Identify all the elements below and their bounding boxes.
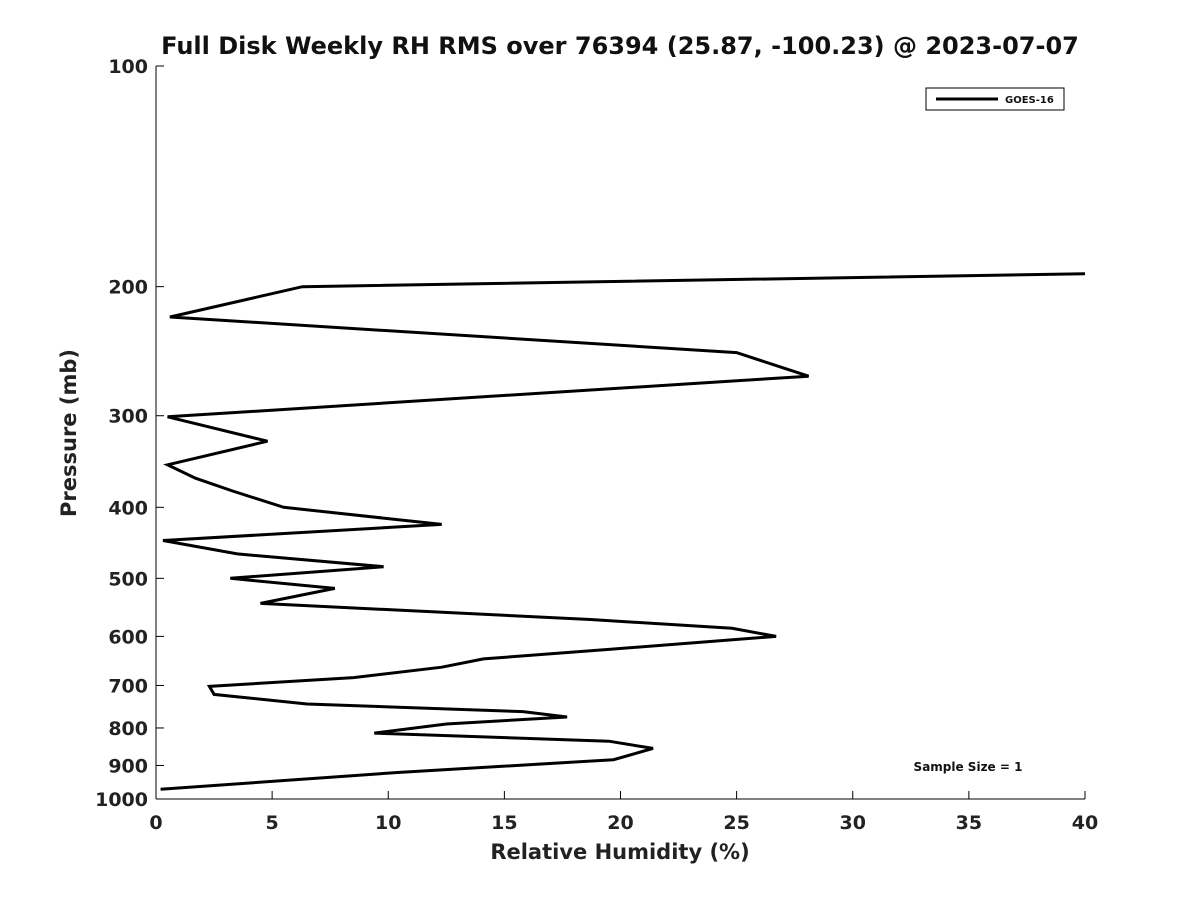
axis-frame [156, 66, 1085, 799]
x-tick-label: 20 [607, 812, 633, 834]
y-tick-label: 1000 [95, 789, 148, 811]
x-tick-label: 15 [491, 812, 517, 834]
x-tick-label: 0 [149, 812, 162, 834]
legend: GOES-16 [925, 87, 1065, 111]
legend-entry-goes-16: GOES-16 [1005, 95, 1054, 106]
y-tick-label: 600 [108, 626, 148, 648]
x-tick-label: 30 [840, 812, 866, 834]
x-tick-label: 40 [1072, 812, 1098, 834]
y-tick-label: 900 [108, 755, 148, 777]
y-tick-label: 300 [108, 406, 148, 428]
x-tick-label: 5 [266, 812, 279, 834]
y-tick-label: 100 [108, 56, 148, 78]
series-line-goes-16 [160, 272, 1086, 791]
x-axis-ticks: 0 5 10 15 20 25 30 35 40 [149, 791, 1098, 834]
x-tick-label: 10 [375, 812, 401, 834]
y-tick-label: 500 [108, 568, 148, 590]
chart-title: Full Disk Weekly RH RMS over 76394 (25.8… [161, 32, 1079, 60]
sample-size-annotation: Sample Size = 1 [914, 760, 1023, 774]
y-axis-ticks: 100 200 300 400 500 600 700 800 900 1000 [95, 56, 164, 811]
y-tick-label: 800 [108, 718, 148, 740]
y-tick-label: 400 [108, 497, 148, 519]
y-tick-label: 700 [108, 675, 148, 697]
y-tick-label: 200 [108, 277, 148, 299]
x-tick-label: 25 [723, 812, 749, 834]
y-axis-label: Pressure (mb) [57, 349, 81, 517]
series-layer [155, 66, 1086, 800]
x-tick-label: 35 [956, 812, 982, 834]
x-axis-label: Relative Humidity (%) [490, 840, 749, 864]
